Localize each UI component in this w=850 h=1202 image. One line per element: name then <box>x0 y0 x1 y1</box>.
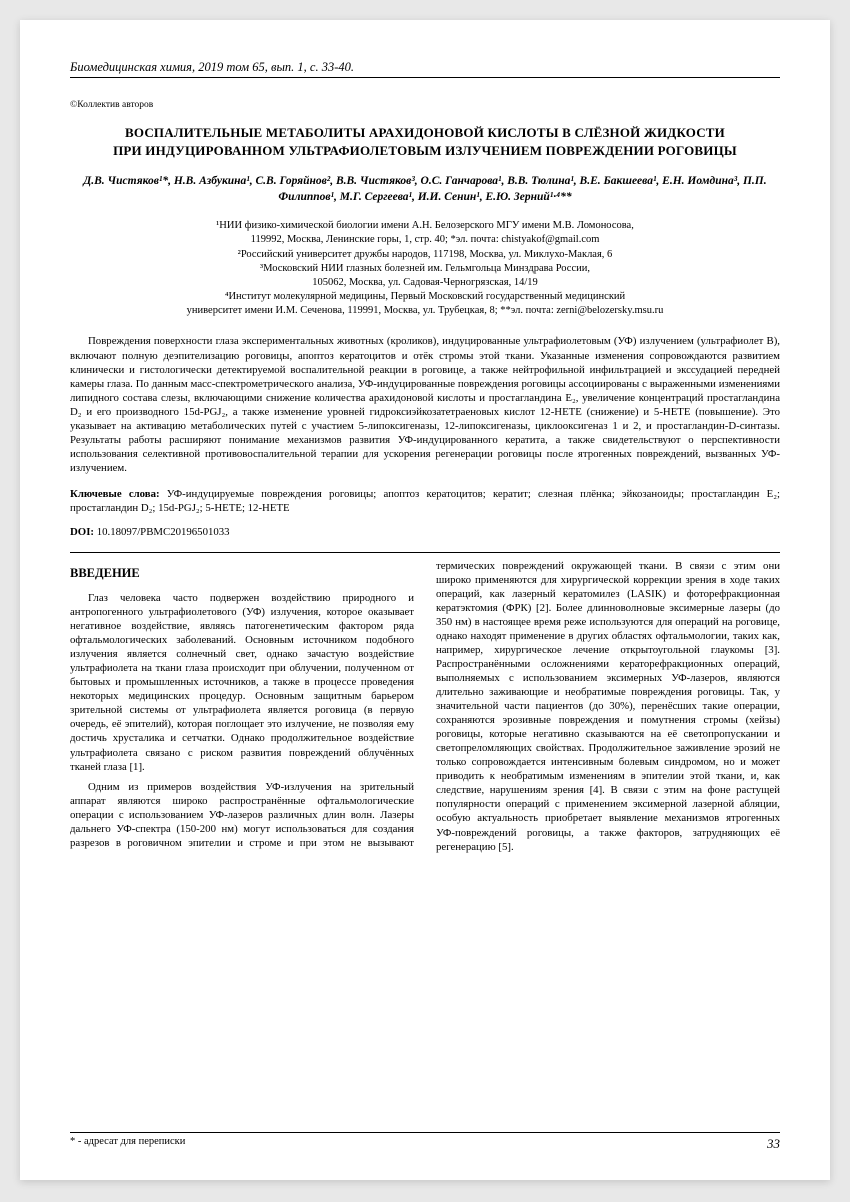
keywords: Ключевые слова: УФ-индуцируемые поврежде… <box>70 487 780 516</box>
authors-list: Д.В. Чистяков¹*, Н.В. Азбукина¹, С.В. Го… <box>70 173 780 205</box>
title-line-1: ВОСПАЛИТЕЛЬНЫЕ МЕТАБОЛИТЫ АРАХИДОНОВОЙ К… <box>125 125 725 140</box>
keywords-text: УФ-индуцируемые повреждения роговицы; ап… <box>70 488 780 515</box>
page: Биомедицинская химия, 2019 том 65, вып. … <box>20 20 830 1180</box>
section-divider <box>70 552 780 553</box>
doi-label: DOI: <box>70 526 94 538</box>
affiliation-4b: университет имени И.М. Сеченова, 119991,… <box>187 305 664 316</box>
page-footer: * - адресат для переписки 33 <box>70 1132 780 1152</box>
affiliations: ¹НИИ физико-химической биологии имени А.… <box>70 219 780 318</box>
article-title: ВОСПАЛИТЕЛЬНЫЕ МЕТАБОЛИТЫ АРАХИДОНОВОЙ К… <box>70 124 780 159</box>
page-number: 33 <box>767 1136 780 1152</box>
section-heading-intro: ВВЕДЕНИЕ <box>70 565 414 581</box>
correspondence-footnote: * - адресат для переписки <box>70 1136 185 1152</box>
affiliation-1b: 119992, Москва, Ленинские горы, 1, стр. … <box>251 234 600 245</box>
doi-value: 10.18097/PBMC20196501033 <box>94 526 230 538</box>
copyright-line: ©Коллектив авторов <box>70 100 780 110</box>
body-columns: ВВЕДЕНИЕ Глаз человека часто подвержен в… <box>70 559 780 855</box>
affiliation-3: ³Московский НИИ глазных болезней им. Гел… <box>260 263 590 274</box>
affiliation-1: ¹НИИ физико-химической биологии имени А.… <box>216 220 634 231</box>
journal-header: Биомедицинская химия, 2019 том 65, вып. … <box>70 60 780 78</box>
affiliation-2: ²Российский университет дружбы народов, … <box>238 249 613 260</box>
affiliation-4: ⁴Институт молекулярной медицины, Первый … <box>225 291 625 302</box>
doi: DOI: 10.18097/PBMC20196501033 <box>70 526 780 538</box>
affiliation-3b: 105062, Москва, ул. Садовая-Черногрязска… <box>312 277 538 288</box>
title-line-2: ПРИ ИНДУЦИРОВАННОМ УЛЬТРАФИОЛЕТОВЫМ ИЗЛУ… <box>113 143 737 158</box>
keywords-label: Ключевые слова: <box>70 488 160 500</box>
abstract-text: Повреждения поверхности глаза эксперимен… <box>70 334 780 474</box>
body-paragraph-1: Глаз человека часто подвержен воздействи… <box>70 591 414 773</box>
